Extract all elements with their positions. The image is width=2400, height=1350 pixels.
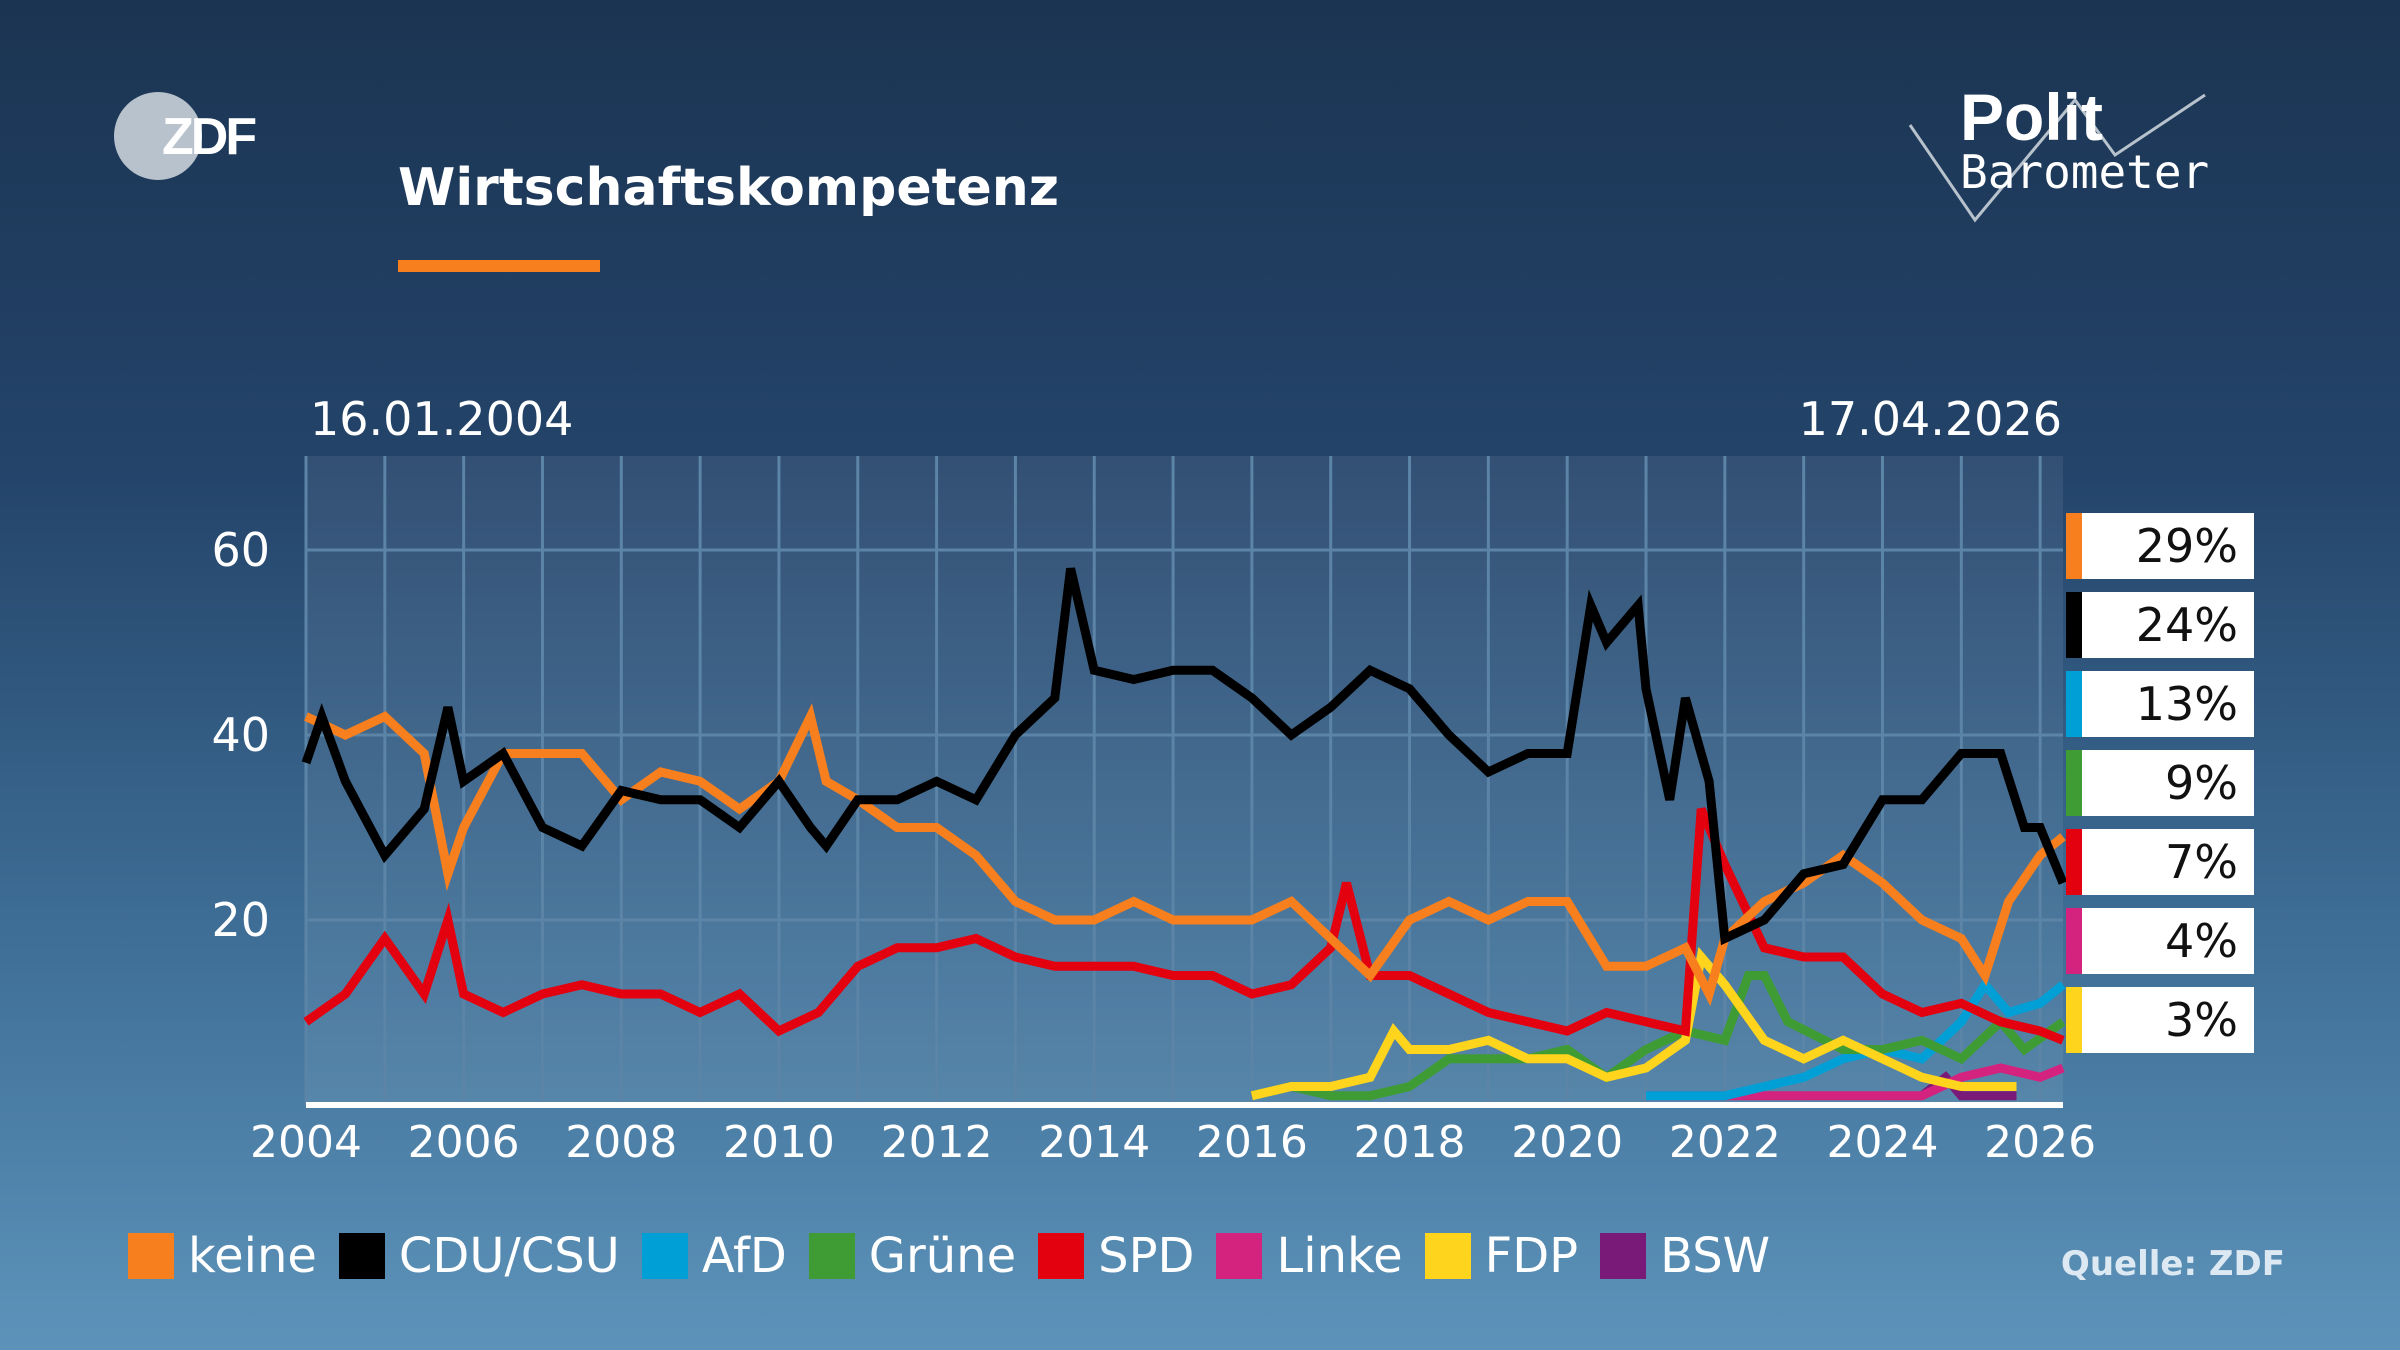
color-bar xyxy=(2066,908,2082,974)
legend-item: SPD xyxy=(1038,1228,1194,1284)
svg-text:Polit: Polit xyxy=(1960,80,2103,154)
legend-swatch xyxy=(1216,1233,1263,1279)
legend-label: keine xyxy=(188,1228,317,1284)
title-accent-bar xyxy=(398,260,600,272)
legend: keine CDU/CSU AfD Grüne SPD Linke FDP BSW xyxy=(128,1228,1792,1284)
value-text: 13% xyxy=(2135,677,2238,731)
x-tick-label: 2022 xyxy=(1669,1117,1781,1168)
latest-value-label: 9% xyxy=(2066,750,2254,816)
latest-value-label: 3% xyxy=(2066,987,2254,1053)
color-bar xyxy=(2066,987,2082,1053)
legend-swatch xyxy=(1038,1233,1085,1279)
x-tick-label: 2006 xyxy=(408,1117,520,1168)
legend-item: Linke xyxy=(1216,1228,1403,1284)
x-tick-label: 2020 xyxy=(1511,1117,1623,1168)
source-label: Quelle: ZDF xyxy=(2060,1244,2285,1284)
date-end: 17.04.2026 xyxy=(1798,392,2062,446)
legend-swatch xyxy=(1424,1233,1471,1279)
x-tick-label: 2010 xyxy=(723,1117,835,1168)
politbarometer-logo: Polit Barometer xyxy=(1908,80,2209,223)
legend-swatch xyxy=(338,1233,385,1279)
date-start: 16.01.2004 xyxy=(310,392,574,446)
svg-text:ZDF: ZDF xyxy=(162,108,255,166)
legend-label: Grüne xyxy=(868,1228,1017,1284)
x-tick-label: 2018 xyxy=(1354,1117,1466,1168)
chart-title: Wirtschaftskompetenz xyxy=(398,158,1059,218)
legend-swatch xyxy=(808,1233,855,1279)
latest-value-label: 7% xyxy=(2066,829,2254,895)
legend-label: FDP xyxy=(1484,1228,1579,1284)
latest-value-label: 29% xyxy=(2066,513,2254,579)
legend-item: CDU/CSU xyxy=(338,1228,620,1284)
value-text: 3% xyxy=(2165,993,2238,1047)
value-text: 7% xyxy=(2165,835,2238,889)
legend-label: BSW xyxy=(1660,1228,1771,1284)
legend-item: FDP xyxy=(1424,1228,1579,1284)
series-line-cducsu xyxy=(301,567,2068,946)
series-line-spd xyxy=(303,807,2065,1045)
legend-label: Linke xyxy=(1276,1228,1403,1284)
y-tick-label: 60 xyxy=(211,523,270,577)
zdf-logo: ZDF xyxy=(114,92,258,180)
legend-label: CDU/CSU xyxy=(398,1228,620,1284)
latest-value-label: 13% xyxy=(2066,671,2254,737)
value-text: 29% xyxy=(2135,519,2238,573)
latest-value-label: 24% xyxy=(2066,592,2254,658)
color-bar xyxy=(2066,513,2082,579)
color-bar xyxy=(2066,592,2082,658)
x-tick-label: 2016 xyxy=(1196,1117,1308,1168)
y-tick-label: 40 xyxy=(211,708,270,762)
x-tick-label: 2024 xyxy=(1826,1117,1938,1168)
series-line-fdp xyxy=(1250,946,2017,1101)
x-tick-label: 2012 xyxy=(881,1117,993,1168)
legend-label: AfD xyxy=(701,1228,787,1284)
color-bar xyxy=(2066,829,2082,895)
x-tick-label: 2008 xyxy=(565,1117,677,1168)
x-tick-label: 2014 xyxy=(1038,1117,1150,1168)
legend-item: AfD xyxy=(641,1228,787,1284)
value-text: 24% xyxy=(2135,598,2238,652)
series-line-linke xyxy=(1646,1063,2065,1101)
value-text: 9% xyxy=(2165,756,2238,810)
legend-item: Grüne xyxy=(808,1228,1017,1284)
x-tick-label: 2004 xyxy=(250,1117,362,1168)
x-tick-label: 2026 xyxy=(1984,1117,2096,1168)
color-bar xyxy=(2066,750,2082,816)
svg-text:Barometer: Barometer xyxy=(1960,145,2209,199)
legend-item: BSW xyxy=(1600,1228,1770,1284)
legend-item: keine xyxy=(128,1228,317,1284)
legend-swatch xyxy=(641,1233,688,1279)
plot-area xyxy=(306,456,2063,1105)
latest-value-label: 4% xyxy=(2066,908,2254,974)
y-tick-label: 20 xyxy=(211,893,270,947)
legend-swatch xyxy=(1600,1233,1647,1279)
legend-label: SPD xyxy=(1098,1228,1195,1284)
color-bar xyxy=(2066,671,2082,737)
value-text: 4% xyxy=(2165,914,2238,968)
legend-swatch xyxy=(128,1233,174,1279)
